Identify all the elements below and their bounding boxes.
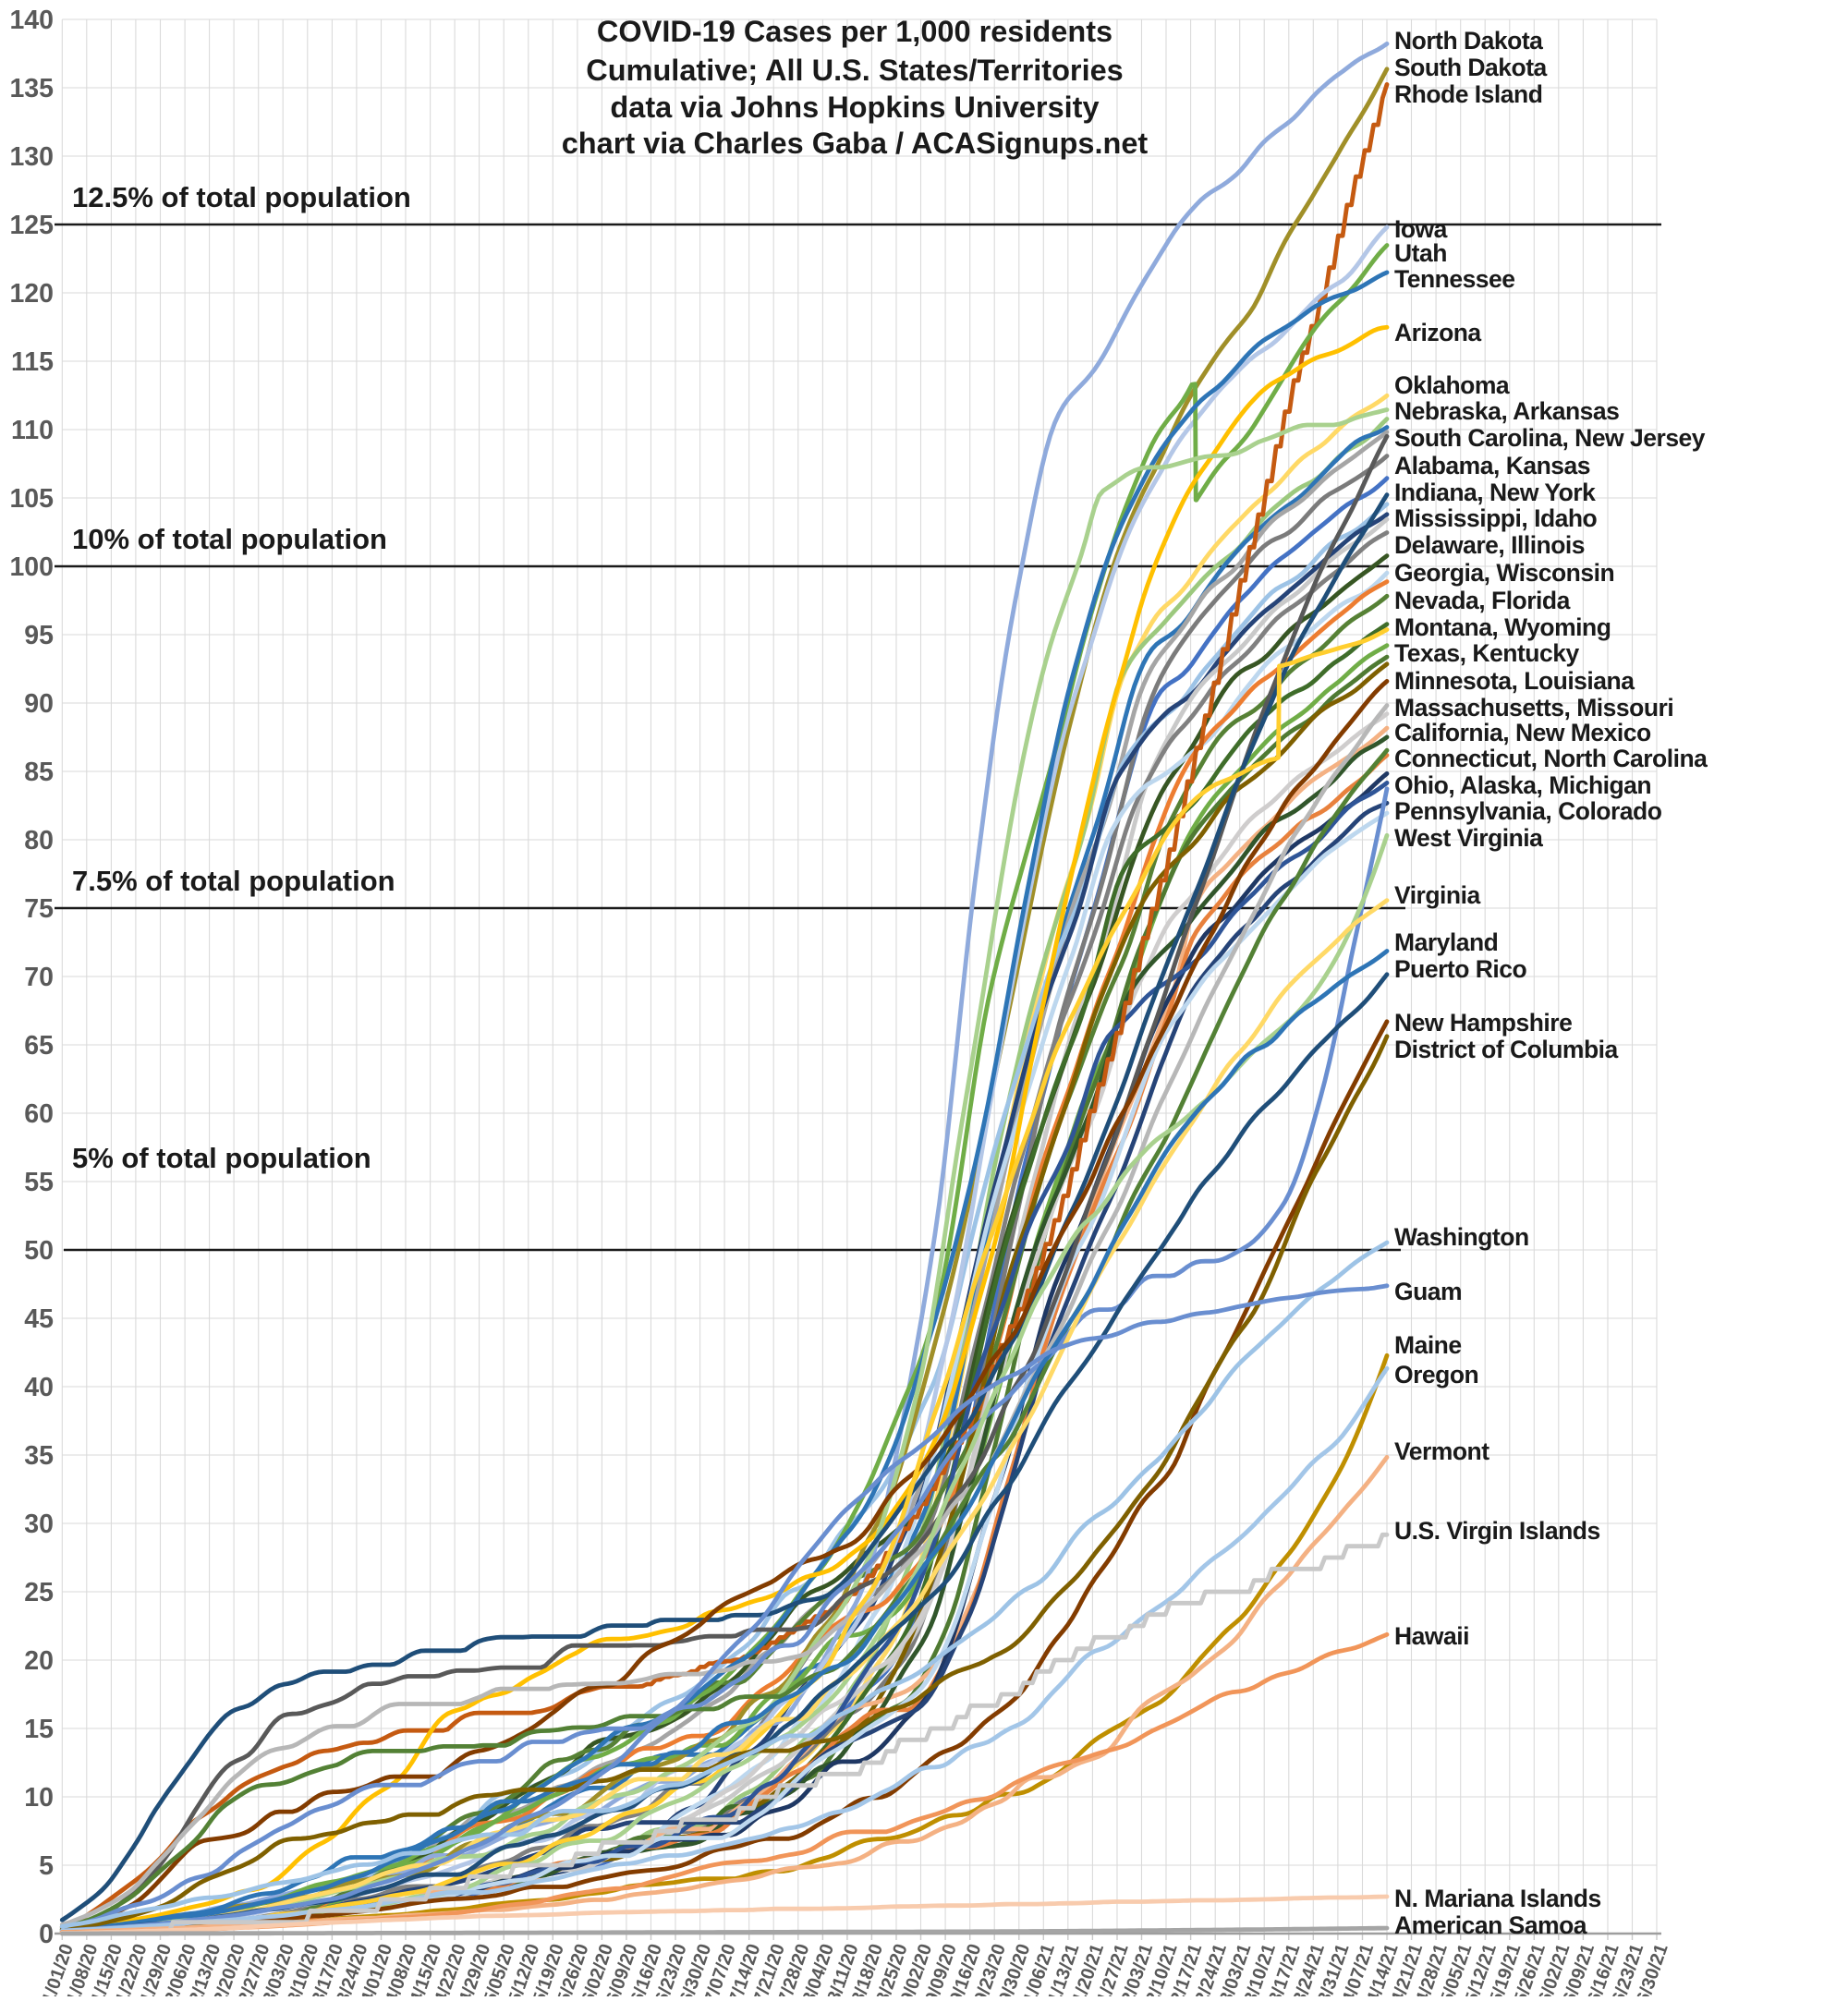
svg-text:Connecticut, North Carolina: Connecticut, North Carolina bbox=[1394, 745, 1708, 772]
svg-text:55: 55 bbox=[24, 1168, 54, 1197]
svg-text:Maine: Maine bbox=[1394, 1331, 1462, 1359]
svg-text:Georgia, Wisconsin: Georgia, Wisconsin bbox=[1394, 559, 1614, 587]
svg-text:Ohio, Alaska, Michigan: Ohio, Alaska, Michigan bbox=[1394, 771, 1651, 799]
svg-text:Oregon: Oregon bbox=[1394, 1361, 1478, 1389]
svg-text:N. Mariana Islands: N. Mariana Islands bbox=[1394, 1885, 1601, 1912]
svg-text:135: 135 bbox=[9, 74, 54, 103]
svg-text:125: 125 bbox=[9, 211, 54, 240]
svg-text:U.S. Virgin Islands: U.S. Virgin Islands bbox=[1394, 1517, 1600, 1545]
svg-text:Delaware, Illinois: Delaware, Illinois bbox=[1394, 531, 1585, 559]
svg-text:Virginia: Virginia bbox=[1394, 881, 1480, 909]
svg-text:100: 100 bbox=[9, 552, 54, 582]
svg-text:60: 60 bbox=[24, 1099, 54, 1129]
svg-text:Cumulative; All U.S. States/Te: Cumulative; All U.S. States/Territories bbox=[586, 54, 1124, 87]
svg-text:North Dakota: North Dakota bbox=[1394, 27, 1543, 55]
svg-text:Minnesota, Louisiana: Minnesota, Louisiana bbox=[1394, 667, 1635, 695]
svg-text:chart via Charles Gaba / ACASi: chart via Charles Gaba / ACASignups.net bbox=[562, 127, 1149, 160]
svg-text:50: 50 bbox=[24, 1236, 54, 1266]
svg-text:Montana, Wyoming: Montana, Wyoming bbox=[1394, 613, 1611, 641]
svg-text:Utah: Utah bbox=[1394, 239, 1447, 267]
svg-text:Alabama, Kansas: Alabama, Kansas bbox=[1394, 452, 1590, 479]
svg-text:Mississippi, Idaho: Mississippi, Idaho bbox=[1394, 504, 1598, 532]
svg-text:95: 95 bbox=[24, 621, 54, 650]
svg-text:District of Columbia: District of Columbia bbox=[1394, 1036, 1619, 1063]
svg-text:South Dakota: South Dakota bbox=[1394, 54, 1548, 81]
svg-text:30: 30 bbox=[24, 1510, 54, 1539]
svg-text:5: 5 bbox=[39, 1851, 54, 1881]
svg-text:7.5% of total population: 7.5% of total population bbox=[72, 865, 395, 897]
svg-text:Rhode Island: Rhode Island bbox=[1394, 80, 1542, 108]
svg-text:80: 80 bbox=[24, 826, 54, 855]
svg-text:0: 0 bbox=[39, 1920, 54, 1949]
svg-text:10% of total population: 10% of total population bbox=[72, 523, 387, 555]
svg-text:70: 70 bbox=[24, 963, 54, 992]
svg-text:Oklahoma: Oklahoma bbox=[1394, 371, 1510, 399]
svg-text:140: 140 bbox=[9, 6, 54, 35]
svg-text:25: 25 bbox=[24, 1578, 54, 1607]
svg-text:65: 65 bbox=[24, 1031, 54, 1061]
svg-text:15: 15 bbox=[24, 1715, 54, 1744]
svg-text:COVID-19 Cases per 1,000 resid: COVID-19 Cases per 1,000 residents bbox=[597, 15, 1112, 48]
svg-text:5% of total population: 5% of total population bbox=[72, 1142, 371, 1174]
svg-text:Guam: Guam bbox=[1394, 1278, 1462, 1305]
svg-text:Nebraska, Arkansas: Nebraska, Arkansas bbox=[1394, 397, 1619, 425]
svg-text:90: 90 bbox=[24, 689, 54, 719]
svg-text:110: 110 bbox=[11, 416, 54, 445]
svg-text:New Hampshire: New Hampshire bbox=[1394, 1009, 1572, 1037]
svg-text:20: 20 bbox=[24, 1646, 54, 1676]
svg-text:Massachusetts, Missouri: Massachusetts, Missouri bbox=[1394, 694, 1673, 722]
svg-text:South Carolina, New Jersey: South Carolina, New Jersey bbox=[1394, 424, 1706, 452]
svg-text:Nevada, Florida: Nevada, Florida bbox=[1394, 587, 1571, 614]
svg-text:Texas, Kentucky: Texas, Kentucky bbox=[1394, 639, 1579, 667]
svg-text:75: 75 bbox=[24, 894, 54, 924]
svg-text:Puerto Rico: Puerto Rico bbox=[1394, 955, 1527, 983]
svg-text:Vermont: Vermont bbox=[1394, 1437, 1489, 1465]
svg-text:West Virginia: West Virginia bbox=[1394, 824, 1543, 852]
svg-text:California, New Mexico: California, New Mexico bbox=[1394, 719, 1651, 746]
svg-text:Iowa: Iowa bbox=[1394, 215, 1448, 243]
svg-text:130: 130 bbox=[9, 142, 54, 172]
svg-text:120: 120 bbox=[9, 279, 54, 309]
svg-text:40: 40 bbox=[24, 1373, 54, 1402]
svg-text:85: 85 bbox=[24, 758, 54, 787]
svg-text:Hawaii: Hawaii bbox=[1394, 1622, 1469, 1650]
svg-text:10: 10 bbox=[24, 1783, 54, 1813]
svg-text:12.5% of total population: 12.5% of total population bbox=[72, 181, 411, 213]
svg-text:45: 45 bbox=[24, 1304, 54, 1334]
svg-text:Washington: Washington bbox=[1394, 1223, 1529, 1251]
svg-text:data via Johns Hopkins Univers: data via Johns Hopkins University bbox=[610, 91, 1099, 124]
svg-text:Tennessee: Tennessee bbox=[1394, 265, 1515, 293]
svg-text:American Samoa: American Samoa bbox=[1394, 1911, 1587, 1939]
svg-text:35: 35 bbox=[24, 1441, 54, 1471]
svg-text:Indiana, New York: Indiana, New York bbox=[1394, 479, 1596, 506]
svg-text:Maryland: Maryland bbox=[1394, 928, 1498, 956]
svg-text:115: 115 bbox=[11, 347, 54, 377]
svg-text:Pennsylvania, Colorado: Pennsylvania, Colorado bbox=[1394, 797, 1662, 825]
svg-text:Arizona: Arizona bbox=[1394, 319, 1481, 346]
svg-text:105: 105 bbox=[9, 484, 54, 514]
